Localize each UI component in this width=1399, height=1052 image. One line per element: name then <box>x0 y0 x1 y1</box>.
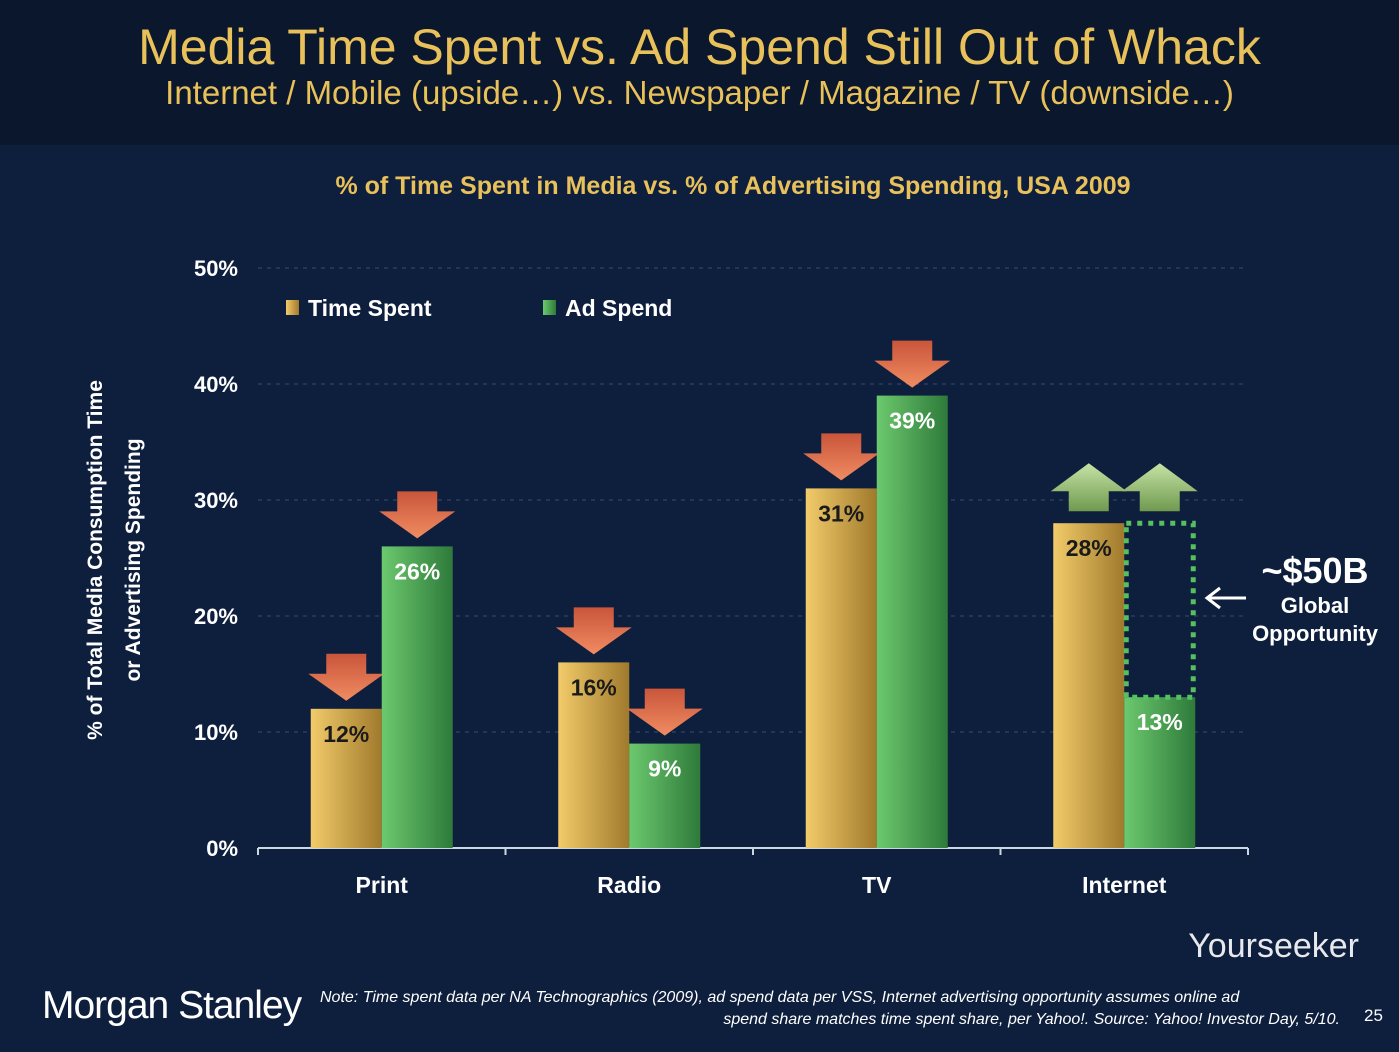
slide-subtitle: Internet / Mobile (upside…) vs. Newspape… <box>165 74 1234 111</box>
legend-swatch-time-spent <box>286 300 299 315</box>
bar-ad-spend-internet <box>1124 697 1196 848</box>
opportunity-annotation: ~$50B Global Opportunity <box>1240 550 1390 648</box>
title-banner <box>0 0 1399 145</box>
legend-swatch-ad-spend <box>543 300 556 315</box>
bar-time-spent-print <box>310 708 382 848</box>
data-label: 13% <box>1137 709 1183 735</box>
y-tick-label: 20% <box>194 604 238 629</box>
x-tick-label-radio: Radio <box>597 872 661 898</box>
y-axis-label: % of Total Media Consumption Time or Adve… <box>84 380 145 740</box>
y-tick-label: 0% <box>206 836 238 861</box>
data-label: 31% <box>818 500 864 526</box>
down-arrow-icon <box>379 491 456 539</box>
bar-time-spent-tv <box>805 488 877 848</box>
morgan-stanley-logo: Morgan Stanley <box>42 984 302 1027</box>
footnote-line2: spend share matches time spent share, pe… <box>723 1011 1340 1028</box>
opportunity-amount: ~$50B <box>1261 550 1369 591</box>
down-arrow-icon <box>555 607 632 655</box>
y-tick-label: 40% <box>194 372 238 397</box>
opportunity-line2: Opportunity <box>1252 621 1378 646</box>
x-tick-label-print: Print <box>356 872 409 898</box>
slide-title: Media Time Spent vs. Ad Spend Still Out … <box>138 19 1261 75</box>
data-label: 12% <box>323 721 369 747</box>
opportunity-line1: Global <box>1280 593 1350 618</box>
x-tick-label-internet: Internet <box>1082 872 1167 898</box>
data-label: 16% <box>571 674 617 700</box>
data-label: 28% <box>1066 535 1112 561</box>
data-label: 26% <box>394 558 440 584</box>
bar-time-spent-radio <box>558 662 630 848</box>
down-arrow-icon <box>874 340 951 388</box>
watermark: Yourseeker <box>1188 927 1359 965</box>
page-number: 25 <box>1364 1006 1383 1025</box>
chart-title: % of Time Spent in Media vs. % of Advert… <box>335 172 1131 200</box>
up-arrow-icon <box>1121 463 1198 512</box>
bar-ad-spend-radio <box>629 743 701 848</box>
down-arrow-icon <box>803 433 880 481</box>
opportunity-gap-box <box>1123 520 1196 700</box>
bar-ad-spend-print <box>381 546 453 848</box>
data-label: 39% <box>889 408 935 434</box>
down-arrow-icon <box>626 688 703 736</box>
left-arrow-icon <box>1204 586 1246 610</box>
data-label: 9% <box>648 756 681 782</box>
legend-label-time-spent: Time Spent <box>308 295 432 321</box>
footnote: Note: Time spent data per NA Technograph… <box>320 987 1340 1031</box>
x-tick-label-tv: TV <box>862 872 892 898</box>
bar-time-spent-internet <box>1053 523 1125 848</box>
bar-ad-spend-tv <box>876 395 948 848</box>
up-arrow-icon <box>1050 463 1127 512</box>
y-tick-label: 10% <box>194 720 238 745</box>
y-tick-label: 50% <box>194 256 238 281</box>
legend-label-ad-spend: Ad Spend <box>565 295 672 321</box>
y-tick-label: 30% <box>194 488 238 513</box>
footnote-line1: Note: Time spent data per NA Technograph… <box>320 989 1240 1006</box>
down-arrow-icon <box>308 653 385 701</box>
